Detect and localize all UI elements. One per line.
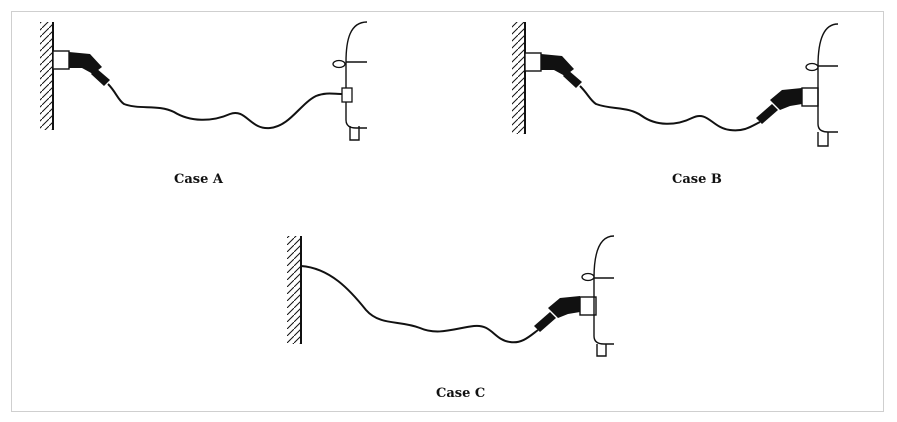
vehicle-icon — [581, 235, 615, 357]
case-c-caption: Case C — [436, 386, 486, 401]
wall-icon — [512, 22, 526, 134]
vehicle-icon — [332, 21, 368, 141]
vehicle-inlet-icon — [579, 296, 597, 316]
case-b-diagram — [512, 22, 839, 147]
vehicle-icon — [805, 23, 839, 147]
charging-cable-icon — [579, 85, 761, 132]
wall-icon — [40, 22, 54, 130]
vehicle-inlet-icon — [801, 87, 819, 107]
charging-plug-icon — [756, 88, 802, 124]
charging-plug-icon — [541, 54, 582, 88]
wall-socket-icon — [52, 50, 70, 70]
charging-cable-icon — [300, 265, 539, 344]
charging-cable-icon — [107, 83, 343, 130]
case-a-caption: Case A — [174, 172, 223, 187]
case-c-diagram — [287, 235, 615, 357]
charging-plug-icon — [534, 296, 580, 332]
wall-icon — [287, 236, 302, 344]
figure-frame — [11, 11, 884, 412]
charging-plug-icon — [69, 52, 110, 86]
wall-socket-icon — [524, 52, 542, 72]
case-b-caption: Case B — [672, 172, 722, 187]
vehicle-inlet-icon — [341, 87, 353, 103]
case-a-diagram — [40, 21, 368, 141]
